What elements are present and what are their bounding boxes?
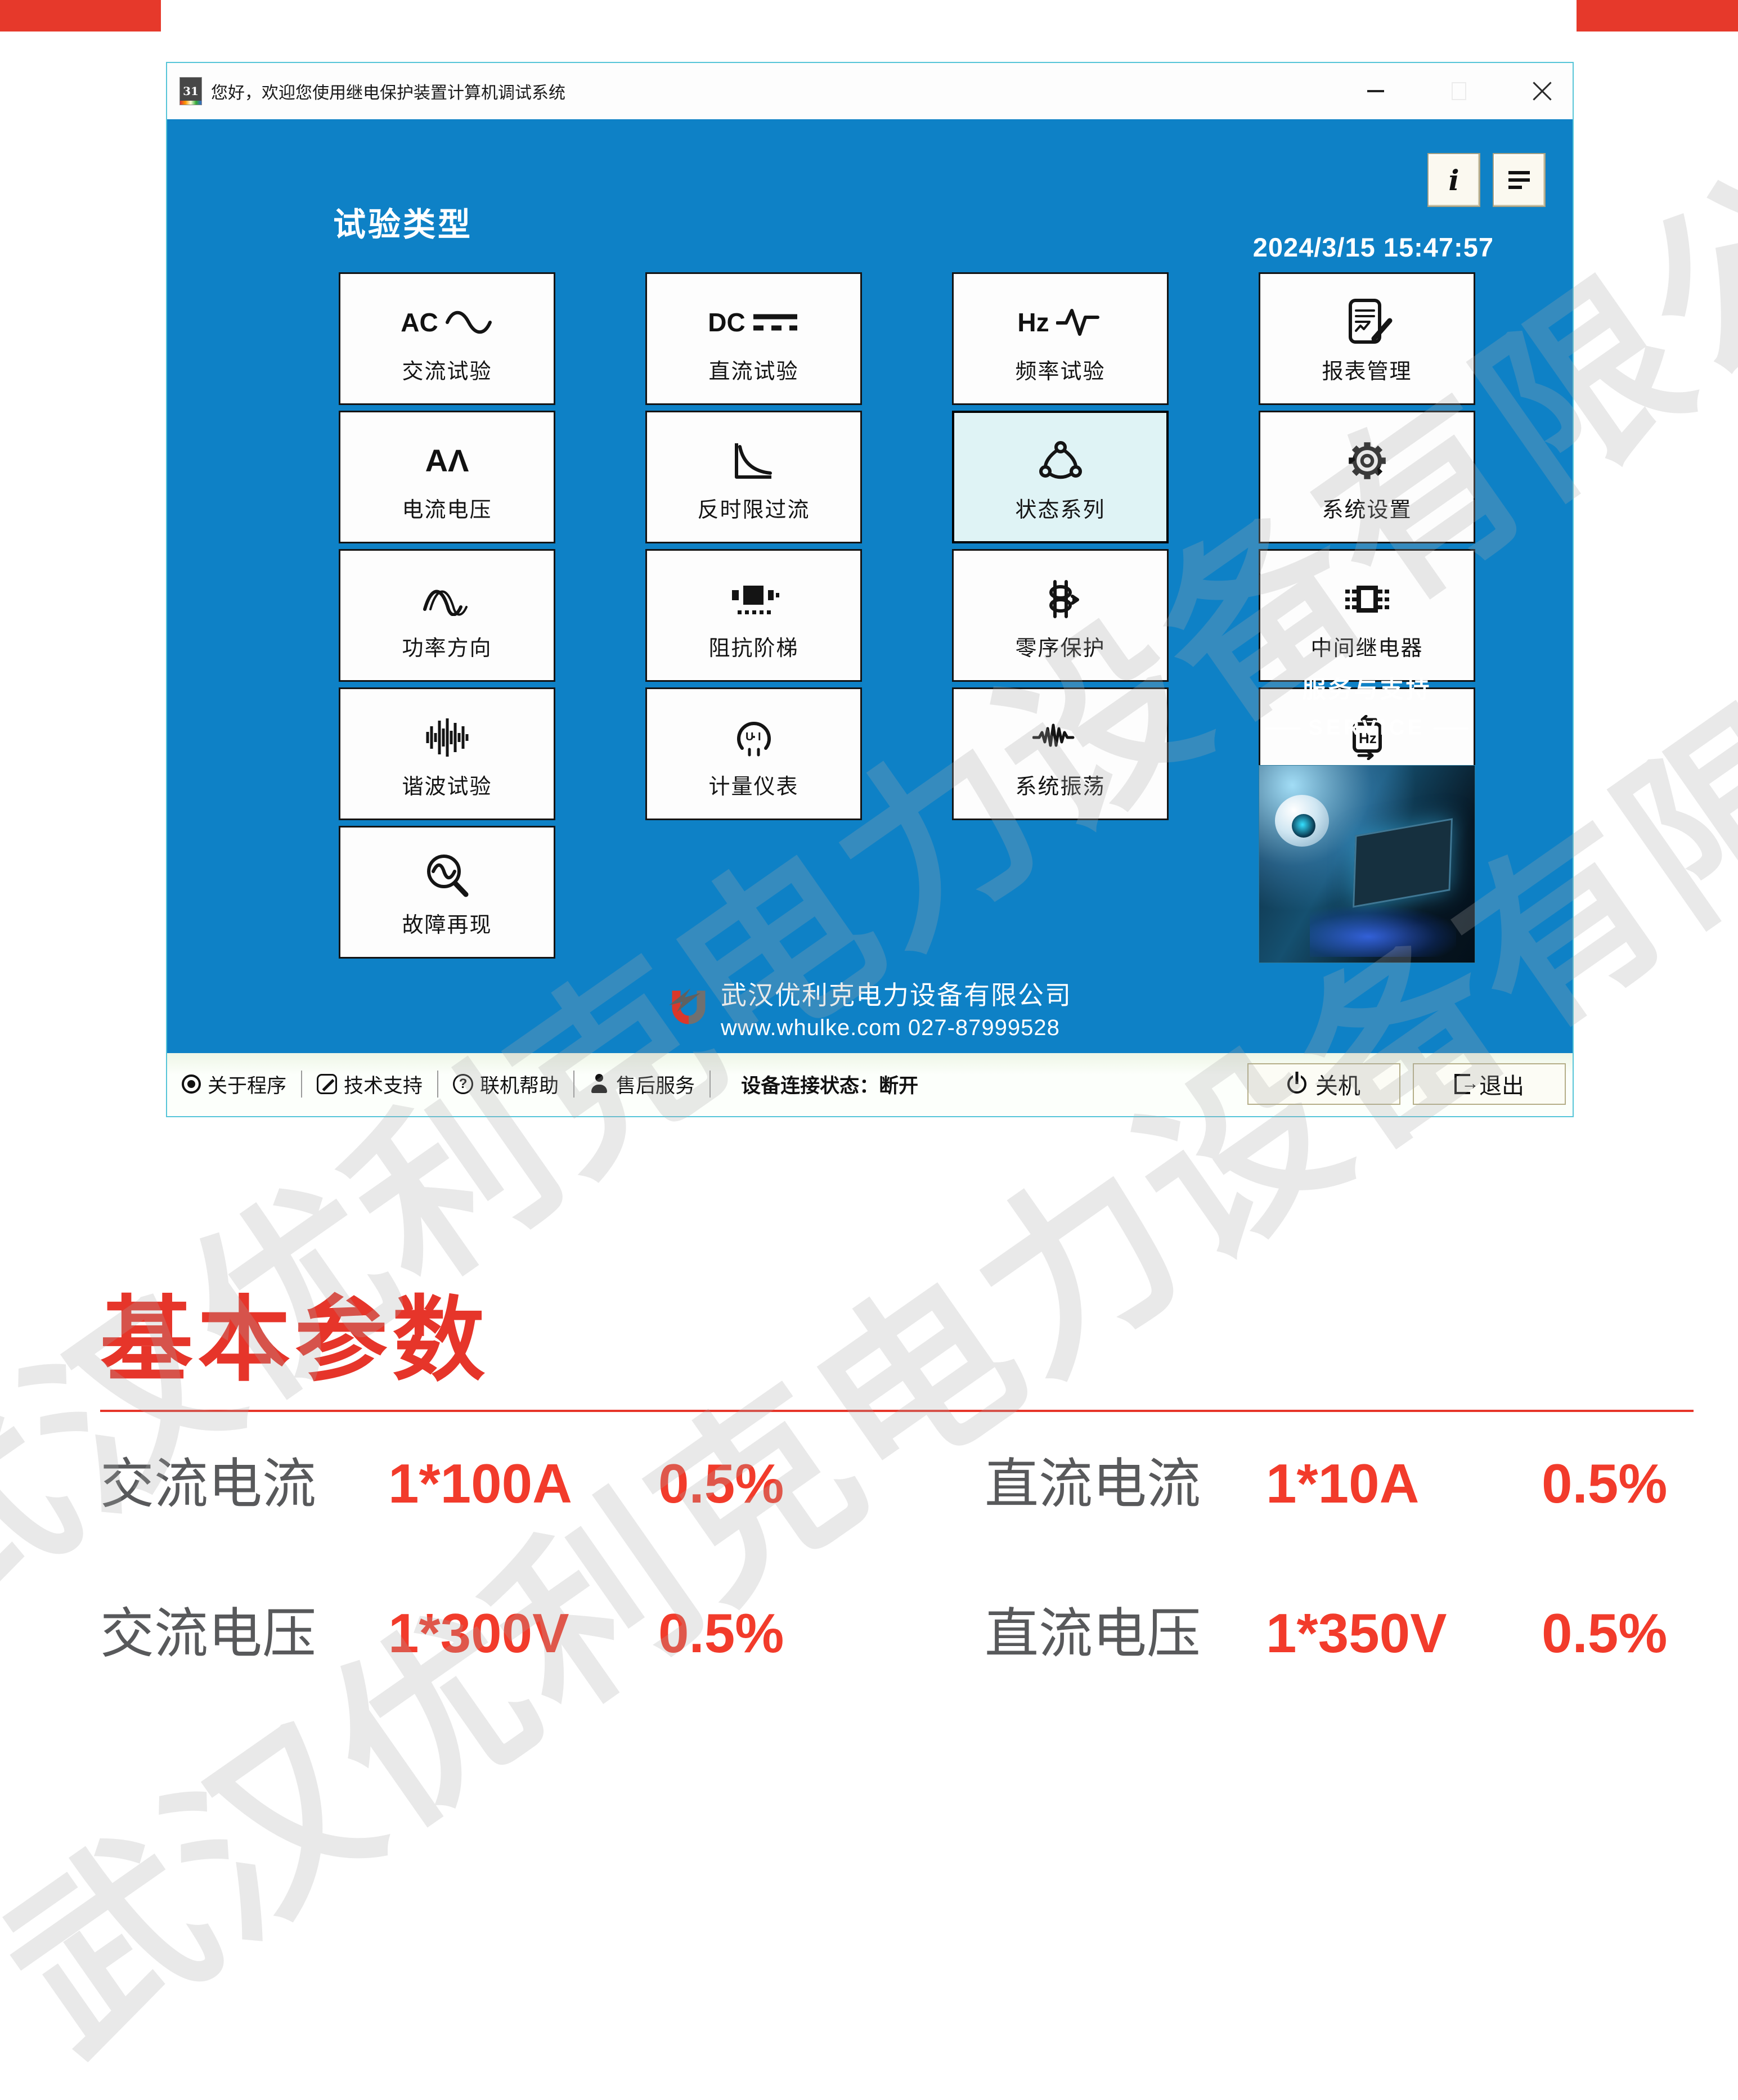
section-title: 试验类型 bbox=[333, 206, 473, 243]
spec-value: 1*350V bbox=[1266, 1602, 1447, 1664]
state-nodes-icon bbox=[1038, 435, 1084, 487]
test-button-inverse-time-overcurrent[interactable]: 反时限过流 bbox=[645, 411, 862, 543]
shutdown-button[interactable]: 关机 bbox=[1247, 1063, 1400, 1105]
spec-row: 交流电流 1*100A 0.5% 直流电流 1*10A 0.5% bbox=[100, 1440, 1667, 1518]
service-support-block: 服务与支持 SERVICE bbox=[1259, 671, 1475, 963]
power-icon bbox=[1287, 1074, 1306, 1094]
test-button-ac[interactable]: AC 交流试验 bbox=[339, 272, 555, 405]
test-button-system-oscillation[interactable]: 系统振荡 bbox=[952, 687, 1169, 820]
divider-line bbox=[1265, 727, 1301, 730]
company-footer: 武汉优利克电力设备有限公司 www.whulke.com 027-8799952… bbox=[668, 975, 1072, 1041]
red-divider-line bbox=[100, 1410, 1694, 1412]
test-button-metering[interactable]: U I 计量仪表 bbox=[645, 687, 862, 820]
spec-label: 直流电压 bbox=[985, 1604, 1201, 1664]
connection-status: 设备连接状态：断开 bbox=[741, 1074, 919, 1097]
spec-accuracy: 0.5% bbox=[658, 1453, 784, 1514]
question-icon: ? bbox=[453, 1074, 474, 1094]
close-button[interactable] bbox=[1526, 75, 1558, 107]
separator bbox=[301, 1071, 303, 1098]
spec-value: 1*300V bbox=[388, 1602, 569, 1664]
service-robot-image bbox=[1259, 765, 1475, 963]
test-button-intermediate-relay[interactable]: 中间继电器 bbox=[1259, 549, 1475, 682]
page-corner-decoration-left bbox=[0, 0, 161, 32]
spec-accuracy: 0.5% bbox=[658, 1602, 784, 1664]
report-edit-icon bbox=[1341, 296, 1393, 348]
about-icon bbox=[182, 1074, 201, 1094]
test-button-system-settings[interactable]: 系统设置 bbox=[1259, 411, 1475, 543]
company-name: 武汉优利克电力设备有限公司 bbox=[721, 981, 1072, 1010]
spec-row: 交流电压 1*300V 0.5% 直流电压 1*350V 0.5% bbox=[100, 1590, 1667, 1668]
freq-change-icon: Hz bbox=[1344, 712, 1390, 763]
spec-value: 1*10A bbox=[1266, 1453, 1420, 1514]
test-button-report[interactable]: 报表管理 bbox=[1259, 272, 1475, 405]
svg-text:I: I bbox=[758, 731, 761, 743]
company-logo-icon bbox=[669, 988, 706, 1024]
spec-label: 直流电流 bbox=[985, 1454, 1201, 1514]
harmonic-wave-icon bbox=[423, 712, 471, 763]
separator bbox=[437, 1071, 439, 1098]
spec-value: 1*100A bbox=[388, 1453, 572, 1514]
inverse-time-curve-icon bbox=[731, 435, 777, 487]
maximize-button[interactable] bbox=[1443, 75, 1475, 107]
meter-gauge-icon: U I bbox=[731, 712, 777, 763]
test-button-harmonic[interactable]: 谐波试验 bbox=[339, 687, 555, 820]
grid-empty-cell bbox=[952, 826, 1169, 959]
tech-support-button[interactable]: 技术支持 bbox=[313, 1070, 426, 1099]
about-program-button[interactable]: 关于程序 bbox=[178, 1070, 290, 1099]
spec-label: 交流电压 bbox=[100, 1604, 316, 1664]
menu-button[interactable] bbox=[1493, 153, 1546, 207]
dc-lines-icon: DC bbox=[708, 307, 797, 337]
titlebar: 31 您好，欢迎您使用继电保护装置计算机调试系统 bbox=[167, 63, 1573, 119]
pen-icon bbox=[317, 1074, 338, 1094]
divider-line bbox=[1433, 727, 1468, 730]
test-button-fault-replay[interactable]: 故障再现 bbox=[339, 826, 555, 959]
service-subtitle: SERVICE bbox=[1308, 716, 1426, 740]
zero-sequence-icon bbox=[1040, 573, 1081, 625]
window-title: 您好，欢迎您使用继电保护装置计算机调试系统 bbox=[211, 84, 565, 102]
impedance-step-icon bbox=[727, 573, 780, 625]
info-button[interactable]: i bbox=[1427, 153, 1480, 207]
svg-text:U: U bbox=[746, 731, 753, 743]
svg-text:Hz: Hz bbox=[1359, 730, 1377, 747]
after-sales-button[interactable]: 售后服务 bbox=[586, 1070, 698, 1099]
exit-arrow-icon bbox=[1454, 1074, 1470, 1094]
exit-button[interactable]: 退出 bbox=[1413, 1063, 1566, 1105]
test-button-frequency[interactable]: Hz 频率试验 bbox=[952, 272, 1169, 405]
basic-parameters-title: 基本参数 bbox=[100, 1288, 489, 1392]
fault-replay-icon bbox=[423, 850, 471, 902]
statusbar: 关于程序 技术支持 ? 联机帮助 售后服务 设备连接状态：断开 关机 退出 bbox=[167, 1053, 1573, 1115]
test-button-zero-sequence[interactable]: 零序保护 bbox=[952, 549, 1169, 682]
relay-chip-icon bbox=[1341, 573, 1394, 625]
datetime-display: 2024/3/15 15:47:57 bbox=[1252, 232, 1494, 262]
company-contact: www.whulke.com 027-87999528 bbox=[721, 1015, 1060, 1040]
person-icon bbox=[589, 1074, 609, 1094]
online-help-button[interactable]: ? 联机帮助 bbox=[450, 1070, 562, 1099]
power-direction-icon bbox=[421, 573, 473, 625]
minimize-button[interactable] bbox=[1360, 75, 1391, 107]
app-icon: 31 bbox=[179, 77, 202, 105]
grid-empty-cell bbox=[645, 826, 862, 959]
main-area: 试验类型 2024/3/15 15:47:57 i AC 交流试验 DC bbox=[167, 119, 1573, 1053]
oscillation-icon bbox=[1032, 712, 1089, 763]
test-button-dc[interactable]: DC 直流试验 bbox=[645, 272, 862, 405]
separator bbox=[573, 1071, 575, 1098]
test-button-state-series[interactable]: 状态系列 bbox=[952, 411, 1169, 543]
test-button-impedance-step[interactable]: 阻抗阶梯 bbox=[645, 549, 862, 682]
gear-icon bbox=[1344, 435, 1390, 487]
hz-pulse-icon: Hz bbox=[1017, 296, 1103, 348]
spec-accuracy: 0.5% bbox=[1542, 1602, 1668, 1664]
service-title: 服务与支持 bbox=[1302, 676, 1432, 703]
app-window: 31 您好，欢迎您使用继电保护装置计算机调试系统 试验类型 2024/3/15 … bbox=[166, 62, 1574, 1117]
test-type-grid: AC 交流试验 DC 直流试验 Hz 频率试验 bbox=[339, 272, 1475, 959]
info-icon: i bbox=[1448, 163, 1459, 197]
test-button-current-voltage[interactable]: AΛ 电流电压 bbox=[339, 411, 555, 543]
spec-label: 交流电流 bbox=[100, 1454, 316, 1514]
amp-volt-icon: AΛ bbox=[425, 443, 469, 478]
page-corner-decoration-right bbox=[1577, 0, 1738, 32]
spec-accuracy: 0.5% bbox=[1542, 1453, 1668, 1514]
menu-icon bbox=[1508, 171, 1530, 189]
ac-sine-icon: AC bbox=[401, 296, 493, 348]
separator bbox=[709, 1071, 711, 1098]
test-button-power-direction[interactable]: 功率方向 bbox=[339, 549, 555, 682]
